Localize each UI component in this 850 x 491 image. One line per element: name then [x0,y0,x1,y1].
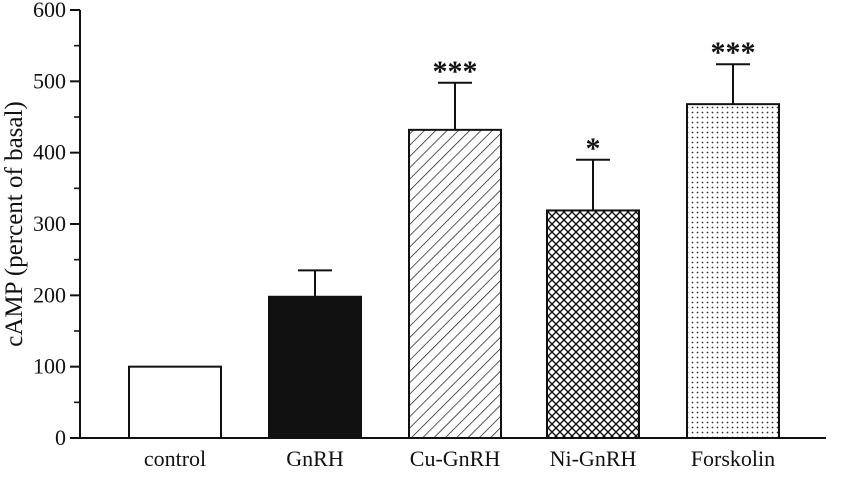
bar-gnrh [268,295,362,440]
y-tick-label: 0 [55,425,66,450]
x-category-label: Ni-GnRH [550,446,637,471]
bars [128,63,780,440]
x-category-label: Forskolin [691,446,775,471]
labels: 0 100 200 300 400 500 600 control GnRH *** Cu-GnRH… [33,0,775,471]
y-tick-label: 400 [33,140,66,165]
y-tick-label: 600 [33,0,66,22]
x-category-label: GnRH [286,446,344,471]
x-category-label: Cu-GnRH [410,446,501,471]
significance-marker: * [586,132,601,165]
significance-marker: *** [711,36,756,69]
bar-control [128,365,222,439]
x-category-label: control [144,446,206,471]
bar-forskolin [686,103,780,439]
bar-cu-gnrh [408,128,502,439]
y-tick-label: 500 [33,68,66,93]
significance-marker: *** [433,55,478,88]
y-tick-label: 300 [33,211,66,236]
y-tick-label: 100 [33,354,66,379]
bar-ni-gnrh [546,209,640,439]
y-tick-label: 200 [33,282,66,307]
y-axis-label: cAMP (percent of basal) [1,101,28,347]
